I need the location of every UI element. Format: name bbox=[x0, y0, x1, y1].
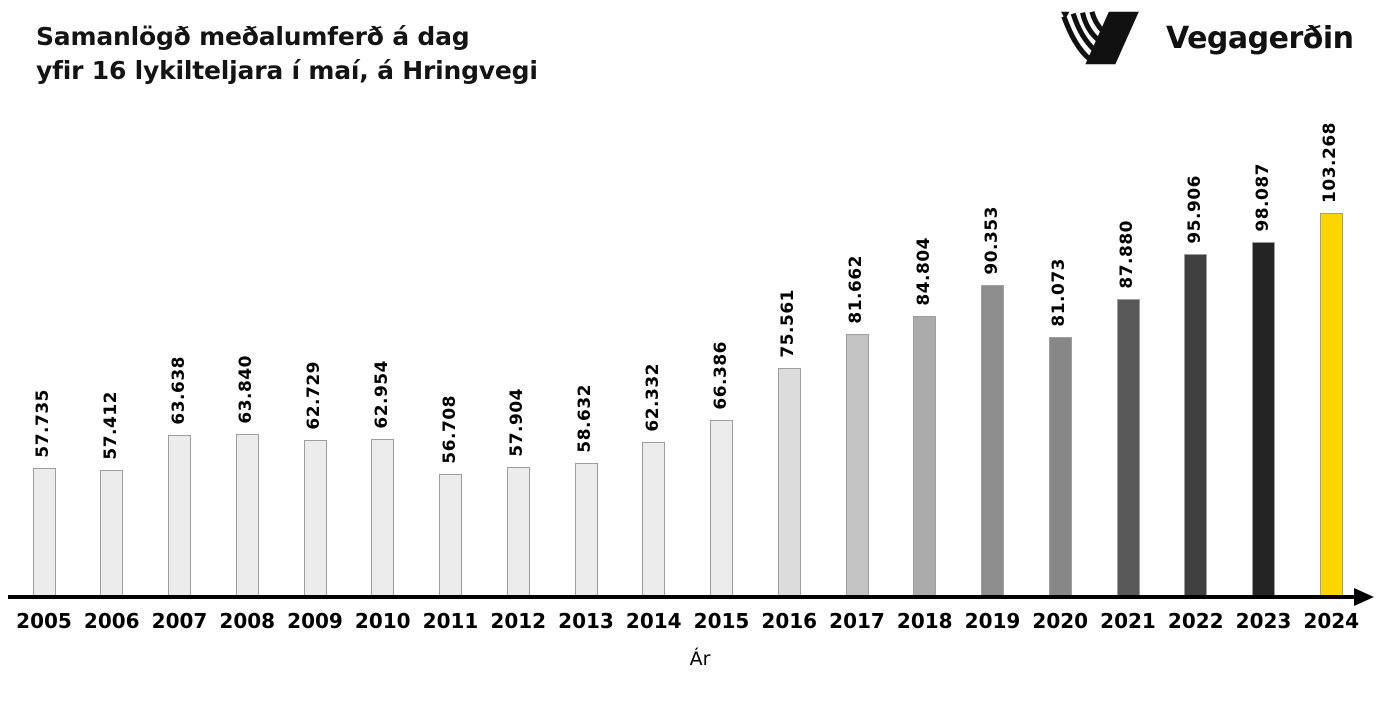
year-tick-2023: 2023 bbox=[1235, 609, 1292, 633]
chart-title: Samanlögð meðalumferð á dag yfir 16 lyki… bbox=[36, 20, 538, 88]
bar-2011 bbox=[439, 474, 462, 597]
value-label-2005: 57.735 bbox=[33, 389, 53, 458]
year-tick-2014: 2014 bbox=[625, 609, 682, 633]
year-tick-2009: 2009 bbox=[287, 609, 343, 633]
bar-2022 bbox=[1184, 254, 1208, 597]
bar-2014 bbox=[642, 442, 666, 597]
year-tick-2008: 2008 bbox=[219, 609, 276, 633]
value-label-2006: 57.412 bbox=[100, 391, 121, 460]
vegagerdin-logo-text: Vegagerðin bbox=[1166, 20, 1354, 56]
value-label-2010: 62.954 bbox=[371, 360, 392, 429]
x-axis-line bbox=[8, 595, 1356, 599]
year-tick-2007: 2007 bbox=[151, 609, 208, 633]
bar-2007 bbox=[168, 435, 191, 597]
value-label-2015: 66.386 bbox=[710, 341, 731, 410]
year-tick-2016: 2016 bbox=[761, 609, 818, 633]
bar-2016 bbox=[777, 368, 801, 597]
value-label-2014: 62.332 bbox=[642, 363, 663, 432]
value-label-2008: 63.840 bbox=[236, 355, 257, 424]
bar-2015 bbox=[710, 420, 733, 597]
year-tick-2013: 2013 bbox=[558, 609, 614, 633]
chart-title-line2: yfir 16 lykilteljara í maí, á Hringvegi bbox=[36, 56, 538, 85]
bar-2024 bbox=[1319, 213, 1343, 597]
value-label-2009: 62.729 bbox=[304, 361, 324, 430]
value-label-2007: 63.638 bbox=[168, 356, 189, 425]
bar-2020 bbox=[1048, 337, 1072, 597]
vegagerdin-logo: Vegagerðin bbox=[1058, 8, 1354, 68]
chart-title-line1: Samanlögð meðalumferð á dag bbox=[36, 22, 470, 51]
bar-2010 bbox=[371, 439, 395, 597]
year-tick-2018: 2018 bbox=[896, 609, 953, 633]
value-label-2024: 103.268 bbox=[1320, 122, 1341, 203]
bar-2009 bbox=[303, 440, 327, 597]
year-tick-2024: 2024 bbox=[1303, 609, 1360, 633]
value-label-2013: 58.632 bbox=[575, 384, 595, 453]
year-tick-2022: 2022 bbox=[1167, 609, 1224, 633]
value-label-2023: 98.087 bbox=[1252, 163, 1273, 232]
x-axis-label: Ár bbox=[689, 648, 711, 670]
bar-2008 bbox=[235, 434, 259, 597]
value-label-2019: 90.353 bbox=[981, 206, 1002, 275]
bar-2023 bbox=[1252, 242, 1275, 597]
bar-2019 bbox=[981, 285, 1004, 597]
value-label-2011: 56.708 bbox=[439, 395, 460, 464]
value-label-2021: 87.880 bbox=[1117, 220, 1137, 289]
value-label-2022: 95.906 bbox=[1184, 175, 1205, 244]
bar-2017 bbox=[845, 334, 869, 597]
bar-2013 bbox=[574, 463, 598, 597]
value-label-2016: 75.561 bbox=[778, 289, 799, 358]
bar-2018 bbox=[913, 316, 937, 597]
year-tick-2006: 2006 bbox=[83, 609, 140, 633]
year-tick-2005: 2005 bbox=[16, 609, 72, 633]
year-tick-2015: 2015 bbox=[693, 609, 750, 633]
bar-2006 bbox=[100, 470, 124, 597]
bar-2012 bbox=[506, 467, 530, 597]
value-label-2018: 84.804 bbox=[913, 237, 934, 306]
year-tick-2019: 2019 bbox=[964, 609, 1021, 633]
bar-2021 bbox=[1116, 299, 1140, 597]
bar-2005 bbox=[32, 468, 56, 597]
year-tick-2017: 2017 bbox=[829, 609, 885, 633]
year-tick-2012: 2012 bbox=[490, 609, 547, 633]
value-label-2012: 57.904 bbox=[507, 388, 528, 457]
value-label-2017: 81.662 bbox=[846, 255, 866, 324]
x-axis-arrow-icon bbox=[1354, 588, 1374, 606]
year-tick-2011: 2011 bbox=[422, 609, 479, 633]
year-tick-2010: 2010 bbox=[354, 609, 411, 633]
year-tick-2020: 2020 bbox=[1032, 609, 1089, 633]
vegagerdin-logo-icon bbox=[1061, 11, 1139, 65]
year-tick-2021: 2021 bbox=[1100, 609, 1156, 633]
value-label-2020: 81.073 bbox=[1049, 258, 1070, 327]
